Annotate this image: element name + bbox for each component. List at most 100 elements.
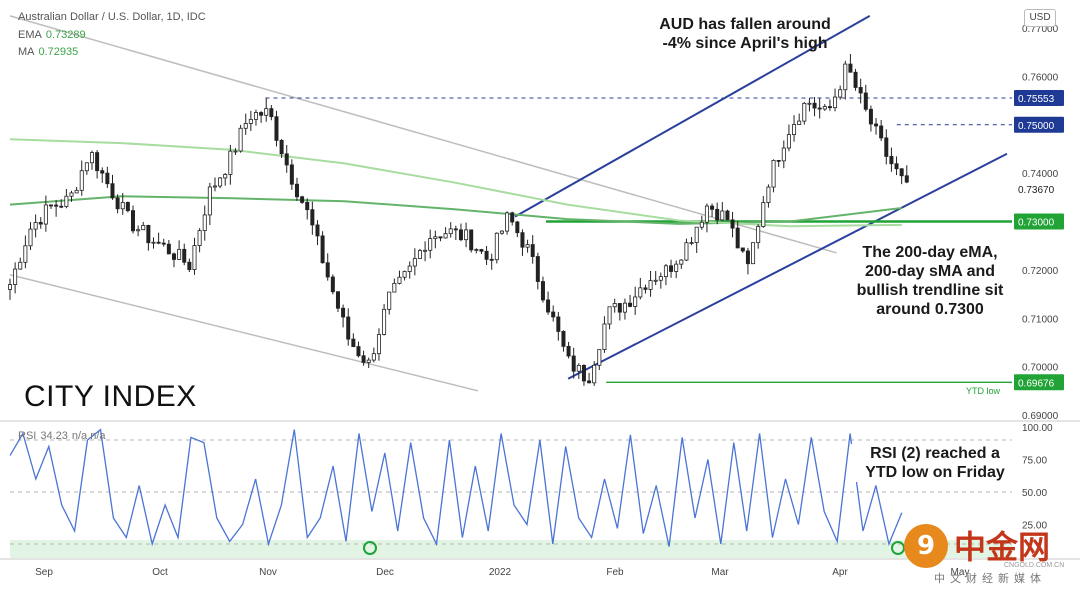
candle-body bbox=[581, 364, 586, 382]
candle-body bbox=[453, 228, 458, 231]
candle-body bbox=[546, 299, 551, 313]
price-label-0.73670: 0.73670 bbox=[1018, 185, 1055, 196]
candle-body bbox=[622, 302, 627, 313]
rsi-pane: 100.00 75.00 50.00 25.00 bbox=[9, 423, 1053, 558]
candle-body bbox=[874, 123, 879, 127]
rsi-oversold-zone bbox=[10, 540, 1012, 558]
price-tick-label: 0.76000 bbox=[1022, 72, 1059, 83]
candle-body bbox=[853, 71, 858, 88]
rsi-legend-value: 34.23 bbox=[40, 430, 68, 442]
candle-body bbox=[797, 120, 802, 125]
candle-body bbox=[54, 204, 59, 207]
price-label-0.75553: 0.75553 bbox=[1018, 94, 1055, 105]
candle-body bbox=[689, 242, 694, 244]
candle-body bbox=[341, 307, 346, 318]
trendlines bbox=[9, 15, 1008, 392]
trendline-channel-lower bbox=[567, 152, 1008, 380]
candle-body bbox=[628, 302, 633, 307]
candle-body bbox=[899, 168, 904, 177]
candle-body bbox=[771, 159, 776, 188]
candle-body bbox=[371, 353, 376, 361]
candle-body bbox=[889, 156, 894, 165]
currency-button[interactable]: USD bbox=[1024, 9, 1056, 27]
candle-body bbox=[177, 248, 182, 260]
time-tick-label: Sep bbox=[35, 567, 53, 578]
candle-body bbox=[64, 195, 69, 207]
candle-body bbox=[617, 303, 622, 313]
candle-body bbox=[540, 281, 545, 301]
candle-body bbox=[284, 153, 289, 166]
rsi-legend-extra: n/a n/a bbox=[71, 430, 106, 442]
candle-body bbox=[105, 172, 110, 185]
candle-body bbox=[412, 258, 417, 267]
candle-body bbox=[346, 316, 351, 340]
trendline-descending-lower bbox=[9, 273, 479, 392]
candle-body bbox=[315, 224, 320, 237]
candle-body bbox=[74, 189, 79, 194]
candle-body bbox=[115, 197, 120, 210]
ma-legend[interactable]: MA 0.72935 bbox=[18, 46, 78, 58]
candle-body bbox=[228, 150, 233, 175]
candle-body bbox=[802, 102, 807, 122]
price-label-box bbox=[1014, 89, 1064, 106]
candle-body bbox=[694, 226, 699, 243]
price-label-0.69676: 0.69676 bbox=[1018, 378, 1055, 389]
candle-body bbox=[305, 201, 310, 211]
price-tick-label: 0.74000 bbox=[1022, 169, 1059, 180]
ytd-low-label: YTD low bbox=[966, 386, 1001, 396]
rsi-tick-label: 75.00 bbox=[1022, 456, 1047, 467]
candle-body bbox=[715, 208, 720, 221]
candle-body bbox=[310, 209, 315, 226]
candle-body bbox=[187, 261, 192, 270]
candle-body bbox=[238, 127, 243, 152]
time-tick-label: Mar bbox=[711, 567, 729, 578]
ema-legend[interactable]: EMA 0.73289 bbox=[18, 29, 86, 41]
candle-body bbox=[822, 106, 827, 110]
price-tick-label: 0.77000 bbox=[1022, 24, 1059, 35]
candle-body bbox=[233, 150, 238, 153]
candle-body bbox=[392, 282, 397, 293]
series-line-rsi bbox=[9, 428, 903, 547]
candle-body bbox=[330, 276, 335, 293]
candle-body bbox=[100, 170, 105, 174]
candle-body bbox=[397, 276, 402, 284]
ma-legend-value: 0.72935 bbox=[38, 46, 79, 58]
candle-body bbox=[587, 380, 592, 384]
time-tick-label: Nov bbox=[259, 567, 277, 578]
candle-body bbox=[151, 241, 156, 244]
candle-body bbox=[494, 232, 499, 261]
candle-body bbox=[474, 249, 479, 251]
candle-body bbox=[48, 204, 53, 207]
price-tick-label: 0.72000 bbox=[1022, 266, 1059, 277]
rsi-tick-label: 25.00 bbox=[1022, 521, 1047, 532]
candle-body bbox=[720, 210, 725, 221]
candle-body bbox=[761, 202, 766, 227]
candle-body bbox=[848, 63, 853, 73]
candle-body bbox=[484, 250, 489, 260]
candle-body bbox=[443, 233, 448, 239]
annotation-line: YTD low on Friday bbox=[865, 464, 1005, 481]
candle-body bbox=[171, 253, 176, 260]
candle-body bbox=[197, 230, 202, 246]
candle-body bbox=[499, 230, 504, 234]
ema-legend-label: EMA bbox=[18, 29, 42, 41]
price-tick-label: 0.69000 bbox=[1022, 411, 1059, 422]
cngold-watermark: 9 中金网 CNGOLD.COM.CN 中文财经新媒体 bbox=[900, 522, 1070, 585]
time-tick-label: Dec bbox=[376, 567, 394, 578]
price-tick-label: 0.70000 bbox=[1022, 363, 1059, 374]
time-tick-label: Feb bbox=[606, 567, 624, 578]
time-tick-label: May bbox=[951, 567, 970, 578]
candle-body bbox=[781, 147, 786, 162]
candle-body bbox=[438, 236, 443, 239]
candle-body bbox=[207, 186, 212, 216]
rsi-legend[interactable]: RSI 34.23 n/a n/a bbox=[18, 430, 106, 442]
candle-body bbox=[704, 205, 709, 223]
candle-body bbox=[879, 125, 884, 139]
candle-body bbox=[602, 323, 607, 350]
candle-body bbox=[69, 192, 74, 197]
candle-body bbox=[766, 186, 771, 203]
moving-averages bbox=[9, 138, 902, 228]
candle-body bbox=[904, 175, 909, 183]
candle-body bbox=[740, 247, 745, 252]
